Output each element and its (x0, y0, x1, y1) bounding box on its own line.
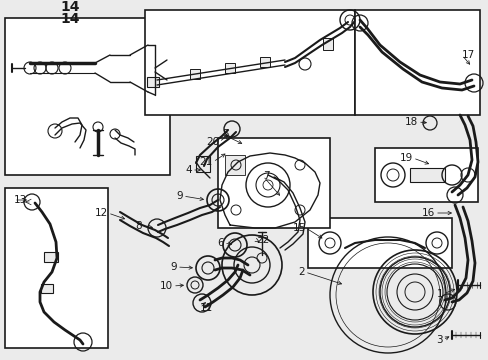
Bar (307, 218, 451, 268)
Bar (196, 156, 209, 172)
Bar (5, 18, 170, 175)
Text: 14: 14 (60, 12, 80, 26)
Bar (5, 188, 108, 348)
Text: 17: 17 (461, 50, 474, 60)
Bar (374, 148, 477, 202)
Text: 18: 18 (404, 117, 417, 127)
Text: 13: 13 (14, 195, 27, 205)
Text: 9: 9 (170, 262, 177, 272)
Bar (44, 252, 58, 262)
Text: 22: 22 (256, 235, 269, 245)
Bar (224, 63, 235, 73)
Text: 10: 10 (160, 281, 173, 291)
Text: 14: 14 (60, 0, 80, 14)
Bar (409, 168, 444, 182)
Text: 11: 11 (200, 303, 213, 313)
Text: 1: 1 (435, 289, 442, 299)
Text: 12: 12 (95, 208, 108, 218)
Bar (224, 155, 244, 175)
Text: 4: 4 (185, 165, 192, 175)
Bar (190, 69, 200, 79)
Text: 2: 2 (298, 267, 305, 277)
Text: 3: 3 (435, 335, 442, 345)
Bar (354, 10, 479, 115)
Text: 19: 19 (399, 153, 412, 163)
Bar (218, 138, 329, 228)
Text: 8: 8 (135, 221, 142, 231)
Text: 6: 6 (217, 238, 224, 248)
Text: 15: 15 (292, 223, 305, 233)
Bar (145, 10, 354, 115)
Bar (147, 77, 159, 87)
Bar (260, 57, 269, 67)
Text: 9: 9 (176, 191, 183, 201)
Text: 16: 16 (421, 208, 434, 218)
Text: 20: 20 (205, 137, 219, 147)
Text: 21: 21 (199, 157, 213, 167)
Text: 7: 7 (263, 171, 269, 181)
Bar (41, 284, 53, 293)
Text: 5: 5 (222, 129, 228, 139)
Bar (323, 38, 332, 50)
